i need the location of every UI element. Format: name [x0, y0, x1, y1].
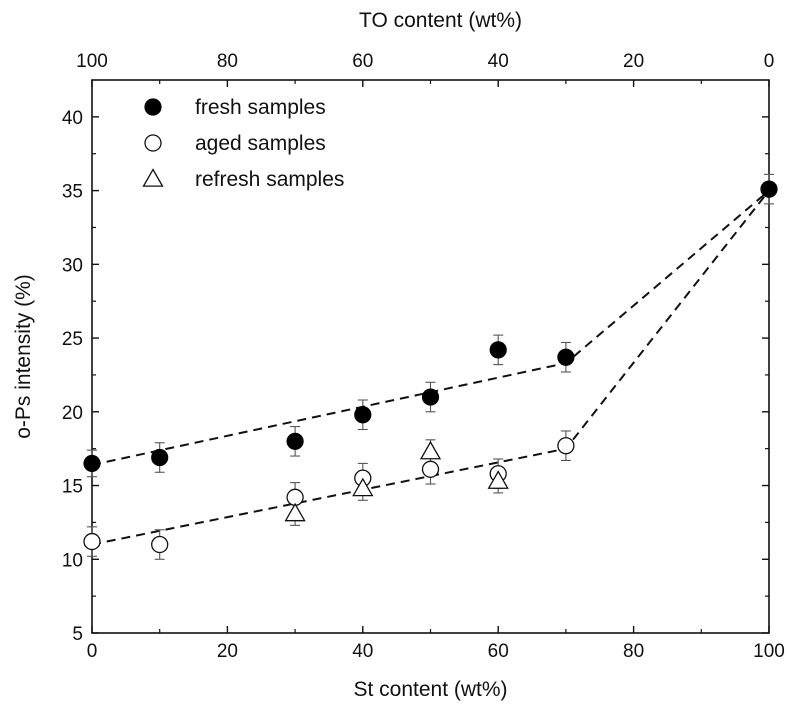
fresh-samples-point: [421, 388, 440, 406]
refresh-samples-point: [487, 470, 509, 489]
error-bars: [87, 173, 774, 560]
x2-tick-label: 60: [352, 51, 373, 72]
fresh-samples-point: [286, 432, 304, 450]
refresh-samples-point: [419, 440, 442, 460]
y-tick-label: 10: [62, 550, 83, 571]
y-tick-label: 15: [62, 477, 83, 498]
x-tick-label: 20: [217, 641, 238, 662]
aged-samples-point: [151, 535, 169, 554]
x-axis-title: St content (wt%): [353, 678, 507, 701]
aged-samples-point: [421, 460, 440, 478]
legend-label: aged samples: [195, 132, 326, 155]
legend-refresh-samples-marker: [142, 168, 164, 187]
refresh-samples-point: [352, 477, 374, 497]
y-tick-label: 20: [62, 403, 83, 424]
data-points: [83, 180, 778, 554]
fresh-samples-point: [354, 406, 372, 424]
legend-aged-samples-marker: [144, 134, 162, 152]
plot-border: [91, 79, 770, 634]
x-tick-label: 80: [623, 641, 644, 662]
trend-lines: [91, 189, 770, 546]
fresh-samples-point: [151, 448, 169, 467]
legend-label: refresh samples: [195, 168, 344, 191]
x-tick-label: 60: [488, 641, 509, 662]
fresh-samples-point: [83, 454, 101, 473]
y-tick-label: 5: [72, 624, 83, 645]
y-tick-label: 40: [62, 108, 83, 129]
x2-tick-label: 0: [764, 51, 775, 72]
aged-samples-point: [557, 437, 575, 455]
refresh-samples-point: [284, 502, 306, 522]
fresh-samples-point: [489, 341, 507, 359]
x2-axis-title: TO content (wt%): [359, 9, 522, 32]
plot-frame: [91, 79, 770, 634]
aged-samples-point: [83, 532, 101, 551]
x-tick-label: 0: [87, 641, 98, 662]
y-tick-label: 25: [62, 329, 83, 350]
y-axis-title: o-Ps intensity (%): [12, 274, 35, 439]
x-tick-label: 40: [352, 641, 373, 662]
legend-label: fresh samples: [195, 96, 326, 119]
x2-tick-label: 20: [623, 51, 644, 72]
legend: fresh samples aged samples refresh samples: [142, 96, 344, 191]
x-tick-label: 100: [753, 641, 785, 662]
fresh-samples-point: [557, 348, 575, 366]
legend-fresh-samples-marker: [144, 98, 162, 116]
x2-tick-label: 40: [488, 51, 509, 72]
y-tick-label: 35: [62, 182, 83, 203]
fresh-samples-point: [760, 180, 778, 198]
axis-ticks: [91, 80, 770, 634]
x2-tick-label: 100: [76, 51, 108, 72]
x2-tick-label: 80: [217, 51, 238, 72]
aged-trend-line: [91, 189, 770, 546]
y-tick-label: 30: [62, 255, 83, 276]
fresh-trend-line: [91, 189, 770, 466]
